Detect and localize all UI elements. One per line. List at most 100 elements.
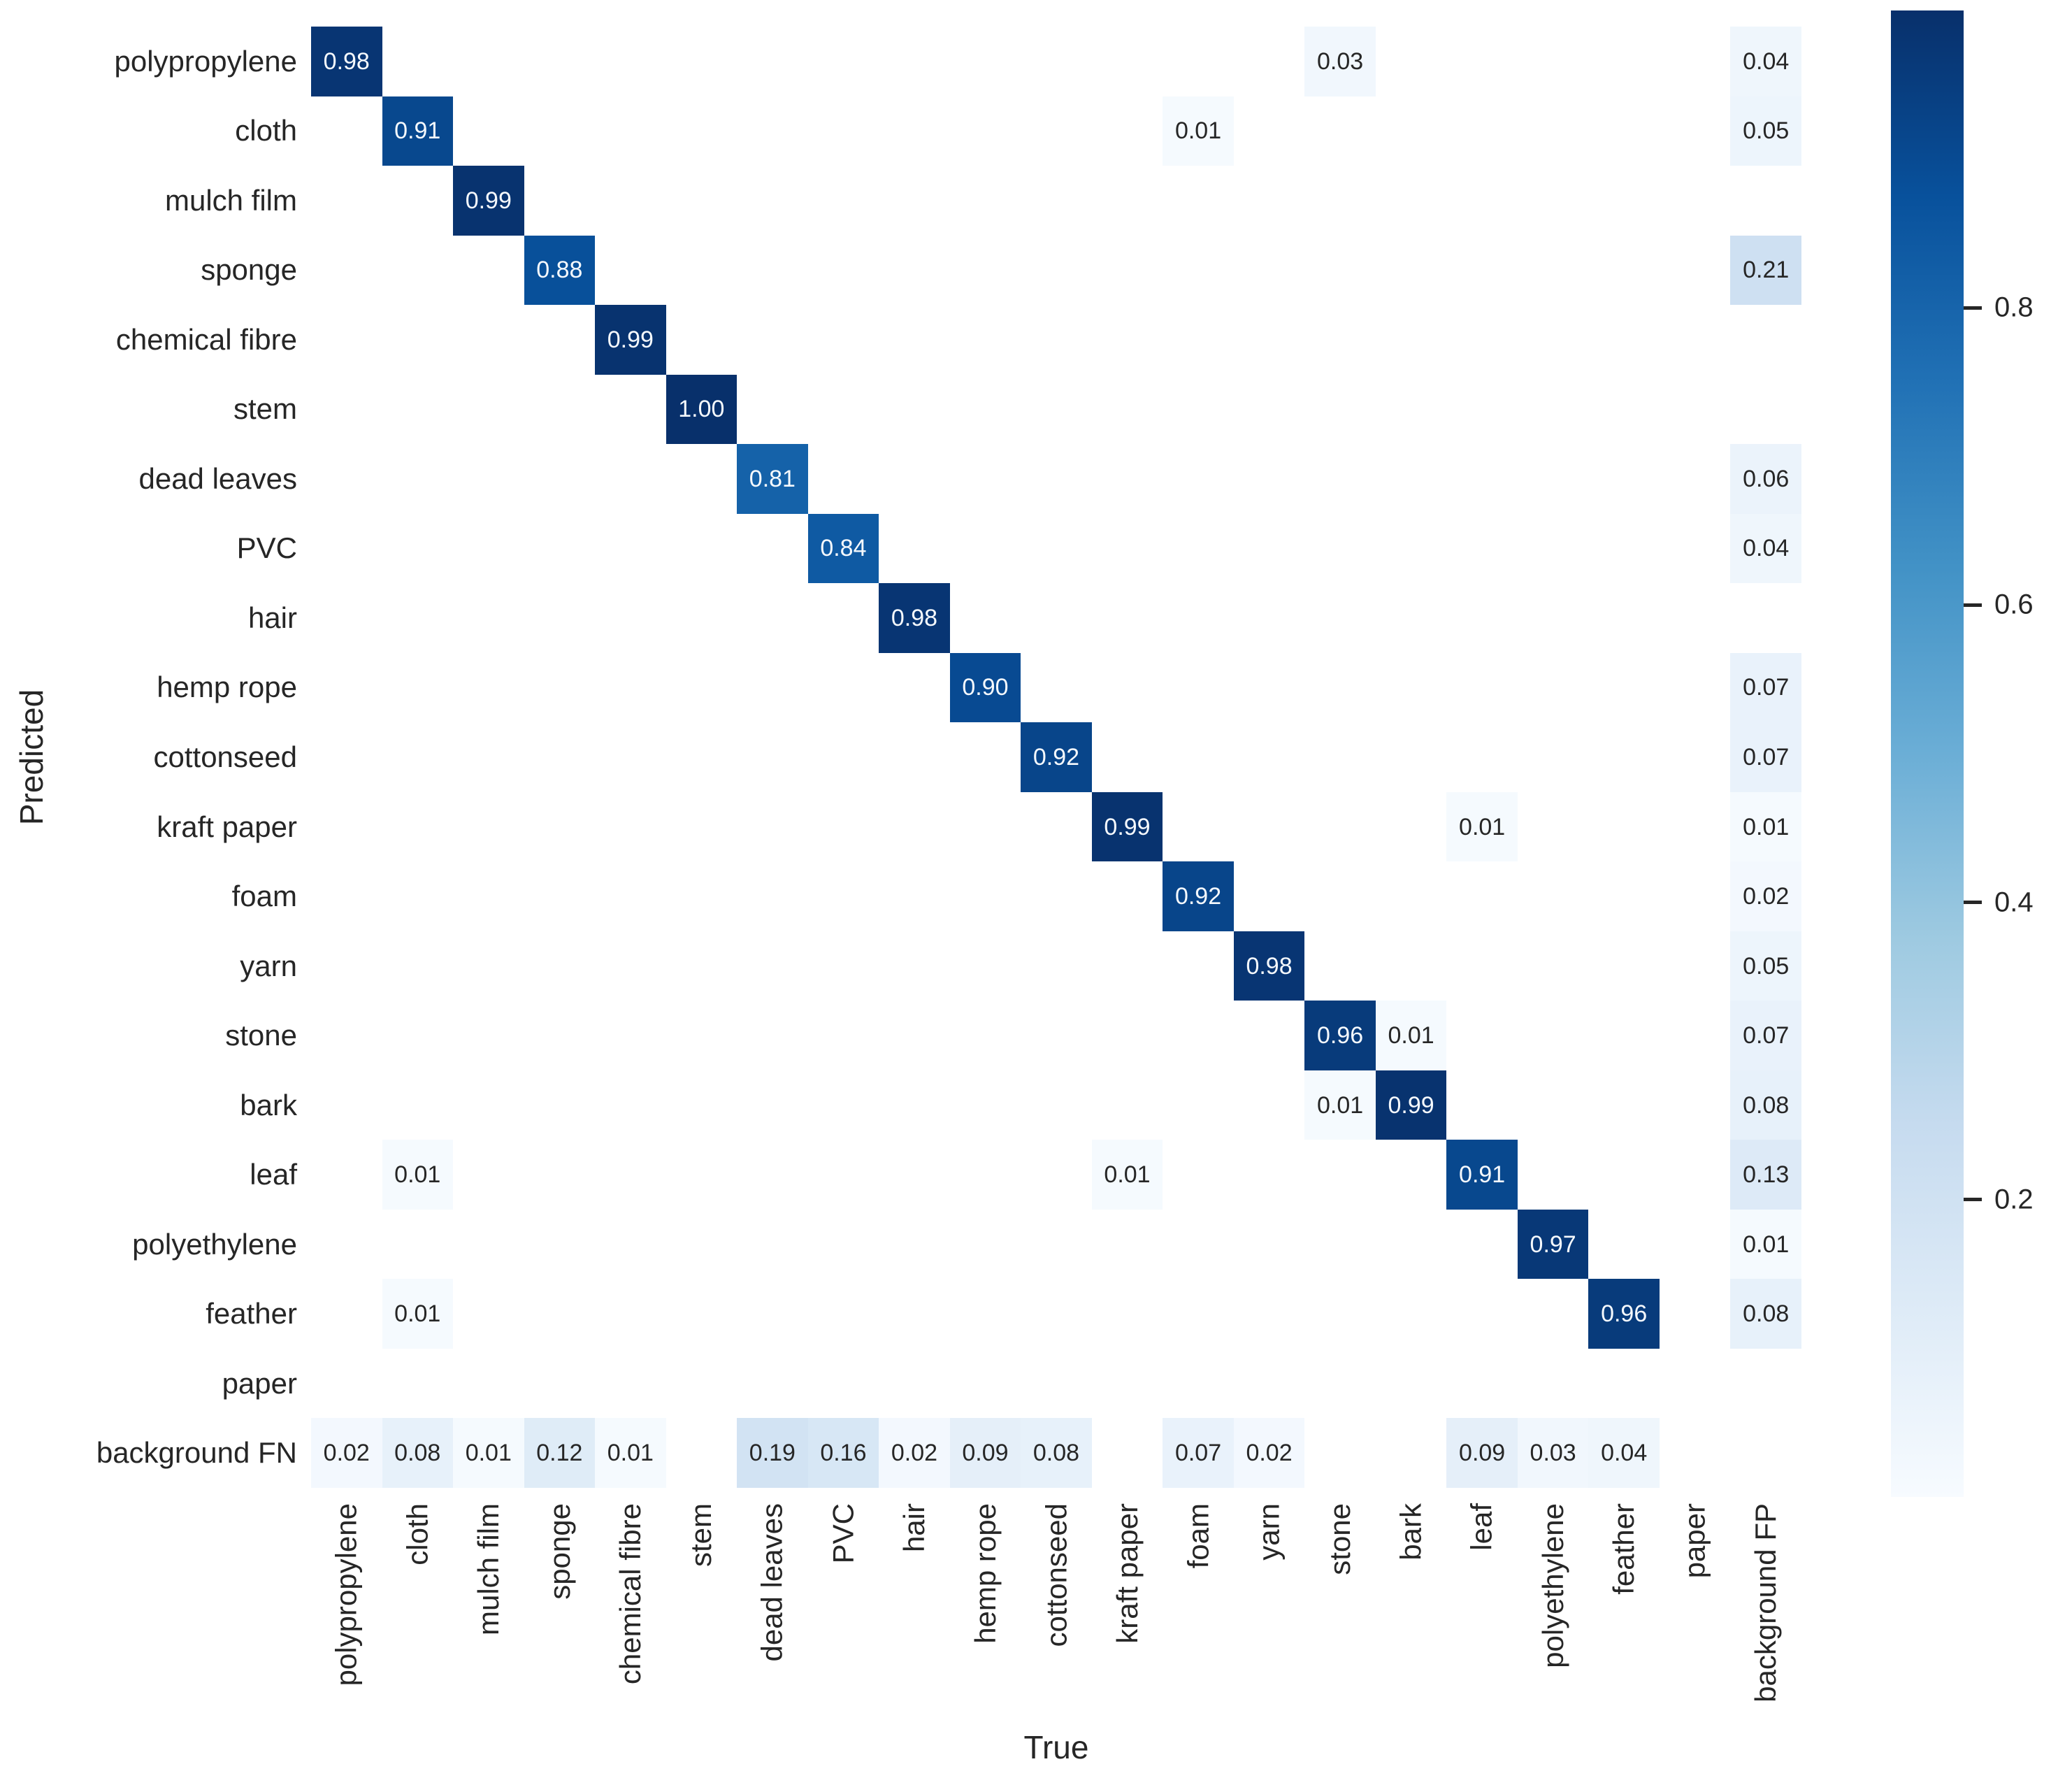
y-tick-label: background FN bbox=[96, 1436, 297, 1470]
y-tick-label: hair bbox=[247, 601, 297, 634]
heatmap-cell: 0.81 bbox=[737, 444, 808, 514]
heatmap-cell: 0.07 bbox=[1730, 652, 1801, 723]
x-tick-label: polyethylene bbox=[1536, 1503, 1569, 1668]
heatmap-cell: 0.01 bbox=[595, 1418, 666, 1488]
heatmap-cell: 0.07 bbox=[1730, 1001, 1801, 1070]
x-tick-label: polypropylene bbox=[329, 1503, 363, 1686]
y-tick-label: kraft paper bbox=[157, 810, 297, 843]
y-tick-label: dead leaves bbox=[138, 461, 297, 495]
x-tick-label: leaf bbox=[1465, 1503, 1499, 1551]
heatmap-cell: 0.06 bbox=[1730, 444, 1801, 514]
y-tick-label: cloth bbox=[235, 114, 297, 148]
y-tick-label: paper bbox=[222, 1366, 297, 1400]
heatmap-cell: 0.92 bbox=[1021, 722, 1092, 792]
heatmap-cell: 0.98 bbox=[311, 27, 382, 96]
heatmap-cell: 0.88 bbox=[524, 235, 596, 306]
heatmap-cell: 0.08 bbox=[1730, 1070, 1801, 1140]
heatmap-cell: 0.92 bbox=[1163, 861, 1234, 931]
heatmap-cell: 0.02 bbox=[879, 1418, 950, 1488]
heatmap-cell: 0.01 bbox=[382, 1140, 454, 1210]
heatmap-cell: 0.99 bbox=[1375, 1070, 1447, 1140]
heatmap-cell: 0.84 bbox=[807, 513, 879, 584]
x-tick-label: yarn bbox=[1252, 1503, 1286, 1561]
x-tick-label: stone bbox=[1323, 1503, 1357, 1575]
heatmap-cell: 0.01 bbox=[1091, 1140, 1163, 1210]
colorbar-tick-label: 0.6 bbox=[1994, 589, 2034, 620]
x-tick-label: kraft paper bbox=[1110, 1503, 1144, 1644]
heatmap-cell: 0.08 bbox=[1021, 1418, 1092, 1488]
x-tick-label: mulch film bbox=[471, 1503, 505, 1636]
heatmap-cell: 0.97 bbox=[1517, 1209, 1589, 1280]
heatmap-cell: 0.01 bbox=[453, 1418, 524, 1488]
heatmap-cell: 0.01 bbox=[1446, 791, 1518, 862]
heatmap-cell: 0.08 bbox=[382, 1418, 454, 1488]
heatmap-cell: 0.01 bbox=[1375, 1001, 1447, 1070]
y-tick-label: leaf bbox=[250, 1158, 297, 1191]
colorbar-tick-mark bbox=[1964, 306, 1982, 310]
y-tick-label: sponge bbox=[201, 253, 297, 287]
x-tick-label: chemical fibre bbox=[613, 1503, 647, 1685]
heatmap-cell: 0.96 bbox=[1588, 1279, 1660, 1349]
heatmap-cell: 0.19 bbox=[737, 1418, 808, 1488]
heatmap-cell: 0.07 bbox=[1163, 1418, 1234, 1488]
heatmap-cell: 0.16 bbox=[807, 1418, 879, 1488]
heatmap-cell: 0.03 bbox=[1517, 1418, 1589, 1488]
x-tick-label: stem bbox=[684, 1503, 718, 1568]
heatmap-cell: 0.91 bbox=[1446, 1140, 1518, 1210]
y-tick-label: cottonseed bbox=[153, 740, 298, 773]
colorbar-tick-mark bbox=[1964, 603, 1982, 607]
x-tick-label: cloth bbox=[401, 1503, 434, 1565]
heatmap-cell: 0.04 bbox=[1730, 27, 1801, 96]
colorbar-gradient bbox=[1891, 10, 1964, 1497]
y-tick-label: polypropylene bbox=[114, 44, 297, 78]
heatmap-cell: 0.05 bbox=[1730, 96, 1801, 166]
heatmap-cell: 0.90 bbox=[949, 652, 1021, 723]
heatmap-cell: 0.21 bbox=[1730, 235, 1801, 306]
heatmap-cell: 0.02 bbox=[1730, 861, 1801, 931]
y-tick-label: feather bbox=[206, 1297, 297, 1331]
x-tick-label: hemp rope bbox=[968, 1503, 1002, 1644]
x-tick-label: PVC bbox=[826, 1503, 860, 1564]
x-tick-label: foam bbox=[1181, 1503, 1215, 1569]
colorbar-tick-mark bbox=[1964, 901, 1982, 905]
y-tick-label: yarn bbox=[240, 949, 297, 982]
heatmap-cell: 0.01 bbox=[1730, 1209, 1801, 1280]
heatmap-cell: 0.99 bbox=[595, 305, 666, 375]
heatmap-cell: 0.02 bbox=[311, 1418, 382, 1488]
x-tick-label: sponge bbox=[542, 1503, 576, 1600]
colorbar-tick-label: 0.8 bbox=[1994, 292, 2034, 323]
heatmap-cell: 0.09 bbox=[1446, 1418, 1518, 1488]
colorbar-tick-mark bbox=[1964, 1198, 1982, 1202]
y-tick-label: polyethylene bbox=[132, 1227, 297, 1261]
heatmap-cell: 0.98 bbox=[1233, 931, 1305, 1001]
heatmap-cell: 0.08 bbox=[1730, 1279, 1801, 1349]
heatmap-cell: 0.91 bbox=[382, 96, 454, 166]
heatmap-cell: 0.01 bbox=[382, 1279, 454, 1349]
x-tick-label: paper bbox=[1678, 1503, 1711, 1579]
x-tick-label: hair bbox=[897, 1503, 930, 1553]
heatmap-cell: 0.01 bbox=[1730, 791, 1801, 862]
heatmap-cell: 0.02 bbox=[1233, 1418, 1305, 1488]
heatmap-cell: 1.00 bbox=[665, 374, 737, 445]
heatmap-cell: 0.98 bbox=[879, 583, 950, 653]
y-tick-label: stone bbox=[225, 1019, 297, 1052]
heatmap-cell: 0.01 bbox=[1163, 96, 1234, 166]
heatmap-cell: 0.99 bbox=[453, 166, 524, 236]
heatmap-cell: 0.07 bbox=[1730, 722, 1801, 792]
heatmap-cell: 0.99 bbox=[1091, 791, 1163, 862]
heatmap-cell: 0.09 bbox=[949, 1418, 1021, 1488]
x-tick-label: background FP bbox=[1749, 1503, 1783, 1703]
heatmap-cell: 0.12 bbox=[524, 1418, 596, 1488]
y-tick-label: PVC bbox=[236, 531, 297, 565]
x-tick-label: cottonseed bbox=[1039, 1503, 1072, 1647]
y-tick-label: stem bbox=[233, 392, 297, 426]
x-axis-title: True bbox=[1023, 1729, 1089, 1765]
colorbar-tick-label: 0.4 bbox=[1994, 887, 2034, 918]
heatmap-cell: 0.05 bbox=[1730, 931, 1801, 1001]
heatmap-cell: 0.96 bbox=[1304, 1001, 1376, 1070]
y-tick-label: bark bbox=[240, 1088, 297, 1121]
colorbar-tick-label: 0.2 bbox=[1994, 1184, 2034, 1215]
x-tick-label: dead leaves bbox=[755, 1503, 789, 1662]
y-tick-label: hemp rope bbox=[157, 671, 297, 704]
